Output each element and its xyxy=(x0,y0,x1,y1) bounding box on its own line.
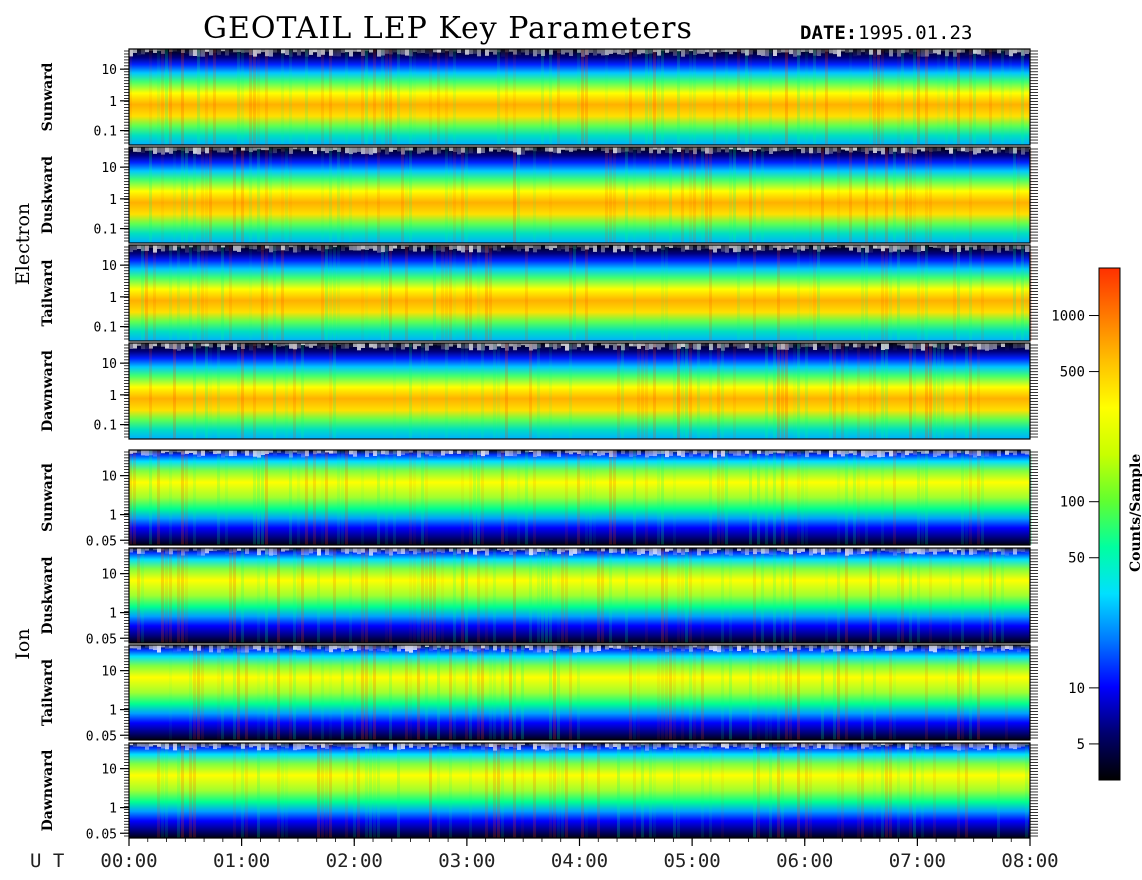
colorbar-gradient xyxy=(1098,267,1121,781)
y-tick-label: 1 xyxy=(109,193,117,208)
y-tick-label: 10 xyxy=(101,357,117,372)
y-tick-label: 0.05 xyxy=(86,632,117,647)
spectrogram-fill xyxy=(129,450,1030,545)
spectrogram-fill xyxy=(129,743,1030,838)
y-tick-label: 0.1 xyxy=(94,419,117,434)
spectrogram-texture xyxy=(129,343,1033,439)
panel-labels: Sunward Duskward Tailward Dawnward Sunward Du… xyxy=(12,62,56,831)
x-tick-label: 03:00 xyxy=(438,850,495,872)
x-tick-label: 07:00 xyxy=(889,850,946,872)
panel-direction-label: Tailward xyxy=(40,659,56,726)
panel-direction-label: Dawnward xyxy=(40,749,56,831)
x-tick-label: 08:00 xyxy=(1001,850,1058,872)
colorbar: Counts/Sample 1000 500 100 50 10 5 xyxy=(1051,267,1142,781)
panel-direction-label: Tailward xyxy=(40,259,56,326)
spectrogram-fill xyxy=(129,645,1030,740)
y-tick-label: 0.05 xyxy=(86,534,117,549)
y-tick-label: 1 xyxy=(109,95,117,110)
colorbar-tick-label: 5 xyxy=(1077,737,1085,753)
panel-frame xyxy=(128,644,1031,741)
x-tick-label: 05:00 xyxy=(664,850,721,872)
figure-title: GEOTAIL LEP Key Parameters xyxy=(203,11,693,46)
spectrogram-texture xyxy=(129,245,1033,341)
y-tick-label: 0.05 xyxy=(86,729,117,744)
y-tick-label: 0.05 xyxy=(86,827,117,842)
panel-frame xyxy=(128,244,1031,342)
ion-panel-sunward: 10 1 0.05 xyxy=(86,449,1038,549)
y-tick-label: 0.1 xyxy=(94,125,117,140)
spectrogram-texture xyxy=(129,743,1033,838)
y-tick-label: 10 xyxy=(101,161,117,176)
y-tick-label: 1 xyxy=(109,607,117,622)
y-tick-label: 0.1 xyxy=(94,223,117,238)
spectrogram-texture xyxy=(129,645,1033,740)
x-axis: U T 00:00 01:00 02:00 03:00 04:00 05:00 06:00 0… xyxy=(30,838,1059,872)
panel-frame xyxy=(128,449,1031,546)
y-tick-label: 0.1 xyxy=(94,321,117,336)
panel-direction-label: Duskward xyxy=(40,156,56,234)
spectrogram-fill xyxy=(129,245,1030,341)
electron-panel-duskward: 10 1 0.1 xyxy=(94,146,1038,244)
y-tick-label: 1 xyxy=(109,802,117,817)
x-axis-label: U T xyxy=(30,850,64,872)
colorbar-label: Counts/Sample xyxy=(1128,454,1142,572)
y-tick-label: 10 xyxy=(101,665,117,680)
panels: 1010.11010.11010.11010.11010.051010.0510… xyxy=(86,48,1038,842)
y-tick-label: 1 xyxy=(109,389,117,404)
date-value: 1995.01.23 xyxy=(858,22,972,44)
panel-frame xyxy=(128,146,1031,244)
colorbar-tick-label: 50 xyxy=(1068,551,1085,567)
group-label-ion: Ion xyxy=(12,628,34,659)
colorbar-tick-label: 10 xyxy=(1068,681,1085,697)
group-label-electron: Electron xyxy=(12,203,34,285)
electron-panel-tailward: 10 1 0.1 xyxy=(94,244,1038,342)
spectrogram-texture xyxy=(129,450,1033,545)
x-tick-label: 04:00 xyxy=(551,850,608,872)
spectrogram-texture xyxy=(129,548,1033,643)
colorbar-tick-label: 1000 xyxy=(1051,309,1085,325)
panel-frame xyxy=(128,547,1031,644)
spectrogram-fill xyxy=(129,49,1030,145)
panel-direction-label: Sunward xyxy=(40,463,56,532)
electron-panel-dawnward: 10 1 0.1 xyxy=(94,342,1038,440)
spectrogram-texture xyxy=(129,49,1033,145)
spectrogram-fill xyxy=(129,548,1030,643)
y-tick-label: 1 xyxy=(109,509,117,524)
y-tick-label: 1 xyxy=(109,704,117,719)
y-tick-label: 10 xyxy=(101,63,117,78)
panel-frame xyxy=(128,342,1031,440)
y-tick-label: 10 xyxy=(101,259,117,274)
ion-panel-duskward: 10 1 0.05 xyxy=(86,547,1038,647)
y-tick-label: 1 xyxy=(109,291,117,306)
x-tick-label: 06:00 xyxy=(776,850,833,872)
panel-direction-label: Sunward xyxy=(40,62,56,131)
x-tick-label: 02:00 xyxy=(326,850,383,872)
ion-panel-tailward: 10 1 0.05 xyxy=(86,644,1038,744)
colorbar-tick-label: 100 xyxy=(1060,495,1085,511)
panel-frame xyxy=(128,48,1031,146)
spectrogram-fill xyxy=(129,343,1030,439)
y-tick-label: 10 xyxy=(101,568,117,583)
y-tick-label: 10 xyxy=(101,763,117,778)
panel-direction-label: Duskward xyxy=(40,556,56,634)
y-tick-label: 10 xyxy=(101,470,117,485)
ion-panel-dawnward: 10 1 0.05 xyxy=(86,742,1038,842)
spectrogram-fill xyxy=(129,147,1030,243)
date-label: DATE: xyxy=(800,22,857,44)
electron-panel-sunward: 10 1 0.1 xyxy=(94,48,1038,146)
panel-direction-label: Dawnward xyxy=(40,350,56,432)
colorbar-tick-label: 500 xyxy=(1060,365,1085,381)
x-tick-label: 00:00 xyxy=(100,850,157,872)
x-tick-label: 01:00 xyxy=(213,850,270,872)
